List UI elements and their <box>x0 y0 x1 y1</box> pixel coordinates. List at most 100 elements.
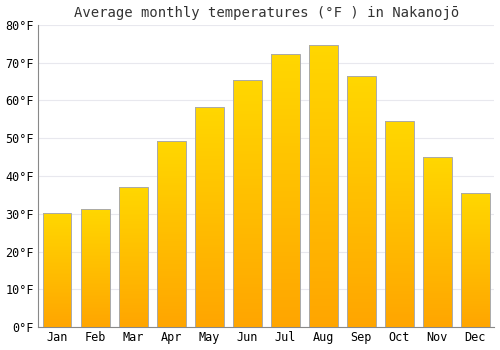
Bar <box>309 320 338 324</box>
Bar <box>347 180 376 183</box>
Bar <box>347 214 376 217</box>
Bar <box>271 129 300 133</box>
Bar <box>423 266 452 268</box>
Bar <box>271 204 300 208</box>
Bar <box>461 250 490 252</box>
Bar <box>347 293 376 296</box>
Bar <box>385 198 414 201</box>
Bar <box>81 231 110 233</box>
Bar <box>385 206 414 209</box>
Bar <box>385 134 414 137</box>
Bar <box>347 205 376 208</box>
Bar <box>271 317 300 321</box>
Bar <box>119 254 148 256</box>
Bar <box>385 209 414 211</box>
Bar <box>195 165 224 168</box>
Bar <box>43 237 72 239</box>
Bar <box>347 170 376 174</box>
Bar <box>385 145 414 147</box>
Bar <box>309 147 338 150</box>
Bar <box>157 167 186 169</box>
Bar <box>385 139 414 142</box>
Bar <box>385 137 414 139</box>
Bar <box>347 114 376 117</box>
Bar <box>43 300 72 302</box>
Bar <box>233 312 262 315</box>
Bar <box>43 243 72 245</box>
Bar <box>119 199 148 201</box>
Bar <box>157 148 186 150</box>
Bar <box>81 271 110 273</box>
Bar <box>347 108 376 111</box>
Bar <box>309 264 338 267</box>
Bar <box>271 225 300 228</box>
Bar <box>347 217 376 220</box>
Bar <box>385 278 414 281</box>
Bar <box>385 271 414 273</box>
Bar <box>195 311 224 314</box>
Bar <box>157 171 186 174</box>
Bar <box>157 290 186 292</box>
Bar <box>423 264 452 266</box>
Bar <box>43 304 72 306</box>
Bar <box>233 123 262 126</box>
Bar <box>157 216 186 218</box>
Bar <box>309 306 338 310</box>
Bar <box>157 190 186 192</box>
Bar <box>461 312 490 314</box>
Bar <box>347 83 376 86</box>
Bar <box>309 189 338 193</box>
Bar <box>81 317 110 318</box>
Bar <box>423 234 452 236</box>
Bar <box>195 300 224 302</box>
Bar <box>385 181 414 183</box>
Bar <box>119 198 148 199</box>
Bar <box>461 224 490 225</box>
Bar <box>81 305 110 307</box>
Bar <box>347 95 376 98</box>
Bar <box>309 161 338 165</box>
Bar <box>119 203 148 205</box>
Bar <box>309 94 338 98</box>
Bar <box>461 194 490 195</box>
Bar <box>233 256 262 259</box>
Bar <box>309 115 338 119</box>
Bar <box>461 229 490 230</box>
Bar <box>423 187 452 189</box>
Bar <box>423 172 452 174</box>
Bar <box>347 249 376 252</box>
Bar <box>43 260 72 262</box>
Bar <box>347 224 376 227</box>
Bar <box>81 259 110 261</box>
Bar <box>347 105 376 108</box>
Bar <box>157 281 186 283</box>
Bar <box>461 314 490 316</box>
Bar <box>385 309 414 312</box>
Bar <box>195 107 224 327</box>
Bar <box>43 259 72 260</box>
Bar <box>195 203 224 206</box>
Bar <box>119 208 148 210</box>
Bar <box>347 98 376 101</box>
Bar <box>461 209 490 210</box>
Bar <box>233 139 262 142</box>
Bar <box>309 172 338 175</box>
Bar <box>43 269 72 270</box>
Bar <box>309 281 338 285</box>
Bar <box>233 120 262 123</box>
Bar <box>233 206 262 210</box>
Bar <box>81 243 110 244</box>
Bar <box>271 290 300 293</box>
Bar <box>43 297 72 299</box>
Bar <box>423 306 452 308</box>
Bar <box>309 246 338 250</box>
Bar <box>43 277 72 279</box>
Bar <box>461 220 490 222</box>
Bar <box>423 210 452 212</box>
Bar <box>461 245 490 247</box>
Bar <box>157 146 186 148</box>
Bar <box>385 149 414 152</box>
Bar <box>81 262 110 264</box>
Bar <box>423 168 452 170</box>
Bar <box>119 290 148 292</box>
